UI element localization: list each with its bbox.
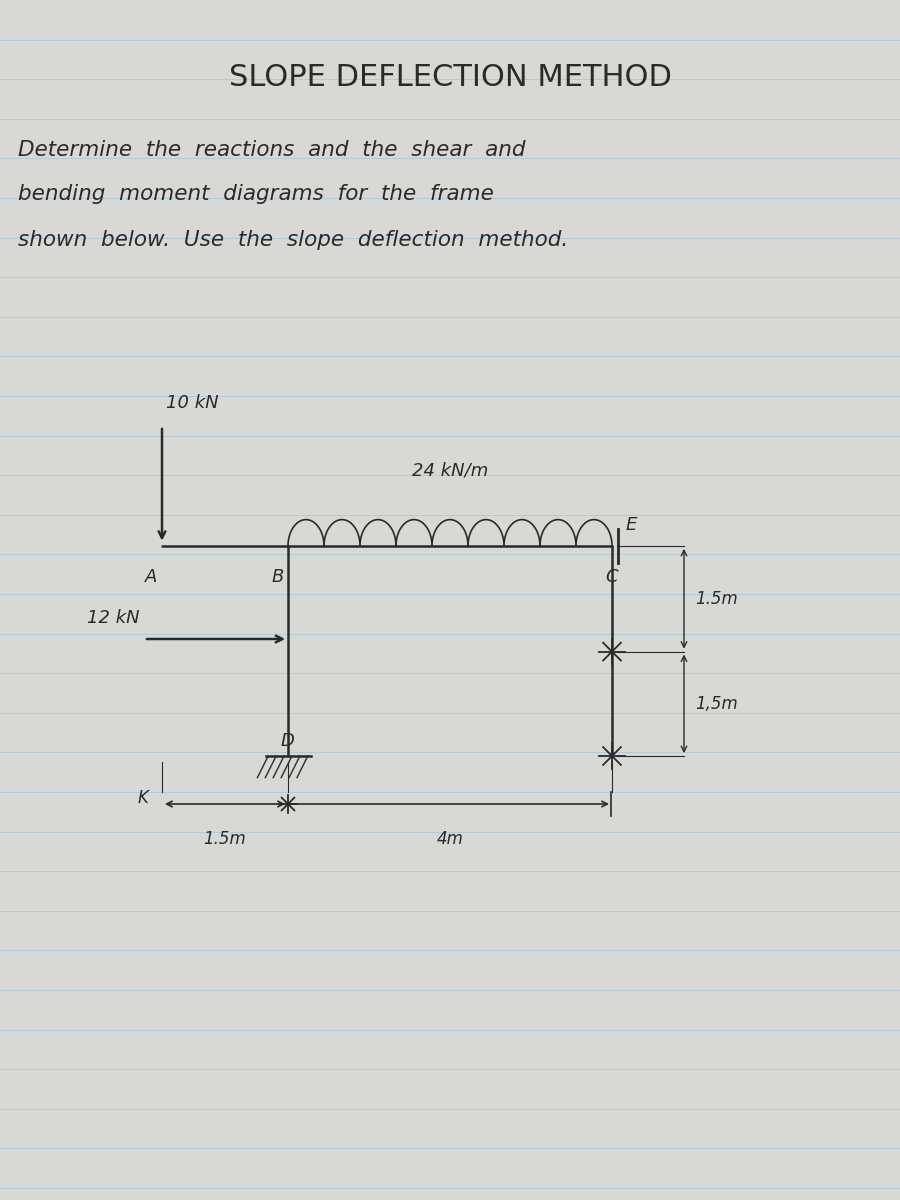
Text: 4m: 4m	[436, 830, 464, 848]
Text: SLOPE DEFLECTION METHOD: SLOPE DEFLECTION METHOD	[229, 64, 671, 92]
Text: B: B	[271, 568, 284, 586]
Text: 12 kN: 12 kN	[87, 608, 140, 626]
Text: A: A	[145, 568, 158, 586]
Text: D: D	[281, 732, 294, 750]
Text: K: K	[138, 790, 148, 806]
Text: 24 kN/m: 24 kN/m	[412, 462, 488, 480]
Text: bending  moment  diagrams  for  the  frame: bending moment diagrams for the frame	[18, 185, 494, 204]
Text: 1.5m: 1.5m	[695, 589, 738, 607]
Text: C: C	[605, 568, 617, 586]
Text: 1,5m: 1,5m	[695, 695, 738, 713]
Text: 10 kN: 10 kN	[166, 394, 219, 412]
Text: 1.5m: 1.5m	[203, 830, 247, 848]
Text: Determine  the  reactions  and  the  shear  and: Determine the reactions and the shear an…	[18, 140, 526, 160]
Text: shown  below.  Use  the  slope  deflection  method.: shown below. Use the slope deflection me…	[18, 230, 568, 250]
Text: E: E	[626, 516, 637, 534]
